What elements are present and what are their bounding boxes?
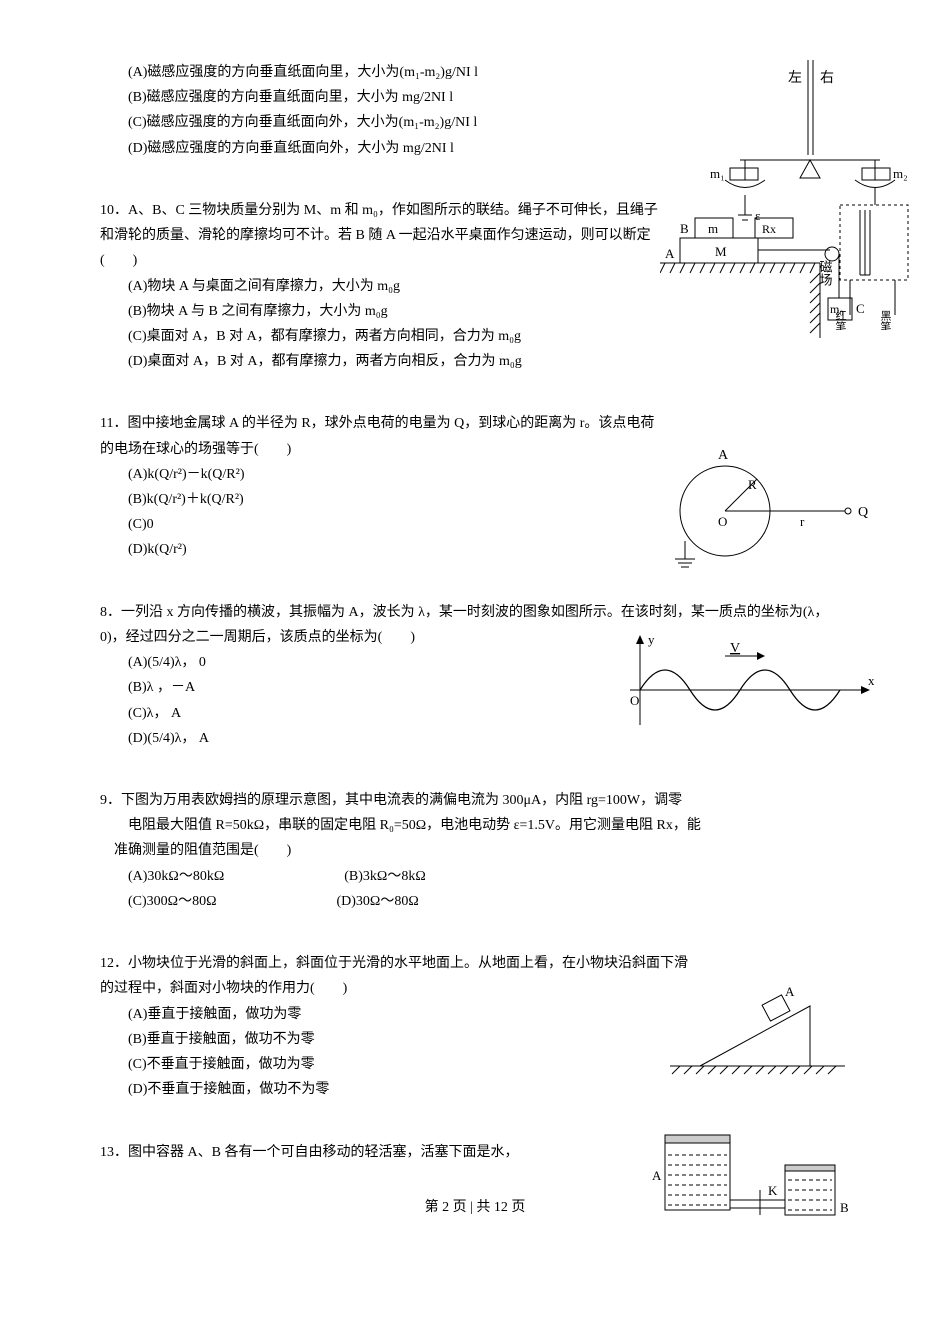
q12-opt-a: (A)垂直于接触面，做功为零 xyxy=(128,1002,301,1027)
label-right: 右 xyxy=(820,70,834,86)
q9-stem1: 9．下图为万用表欧姆挡的原理示意图，其中电流表的满偏电流为 300μA，内阻 r… xyxy=(100,788,850,813)
q9: 9．下图为万用表欧姆挡的原理示意图，其中电流表的满偏电流为 300μA，内阻 r… xyxy=(100,788,850,914)
q9-opt-b: (B)3kΩ～8kΩ xyxy=(344,864,425,889)
q9-stem2: 电阻最大阻值 R=50kΩ，串联的固定电阻 R₀=50Ω，电池电动势 ε=1.5… xyxy=(128,813,850,838)
svg-text:B: B xyxy=(840,1200,849,1215)
fig-q10: A M B m Rx m₀ C xyxy=(660,178,880,357)
svg-text:Rx: Rx xyxy=(762,222,776,236)
fig-q13: A K B xyxy=(650,1120,850,1229)
opt-a: (A)磁感应强度的方向垂直纸面向里，大小为(m₁-m₂)g/NI l xyxy=(128,60,620,85)
svg-text:A: A xyxy=(665,246,675,261)
svg-text:A: A xyxy=(785,984,795,999)
svg-text:x: x xyxy=(868,673,875,688)
svg-text:V: V xyxy=(730,641,740,656)
svg-text:A: A xyxy=(718,448,729,463)
opt-b: (B)磁感应强度的方向垂直纸面向里，大小为 mg/2NI l xyxy=(128,85,620,110)
q13-stem: 13．图中容器 A、B 各有一个可自由移动的轻活塞，活塞下面是水， xyxy=(100,1140,620,1165)
fig-q8: y x O V xyxy=(620,630,880,749)
fig-q12: A xyxy=(670,981,850,1090)
svg-text:r: r xyxy=(800,514,805,529)
q12-stem1: 12．小物块位于光滑的斜面上，斜面位于光滑的水平地面上。从地面上看，在小物块沿斜… xyxy=(100,951,850,976)
svg-text:m₂: m₂ xyxy=(893,166,908,181)
q10: A M B m Rx m₀ C 10．A、B、C 三物块质量分别为 M、m 和 … xyxy=(100,198,850,374)
svg-text:m₀: m₀ xyxy=(830,302,844,316)
fig-q11: A R O r Q xyxy=(670,441,880,590)
q9-opt-d: (D)30Ω～80Ω xyxy=(336,889,418,914)
svg-text:B: B xyxy=(680,221,689,236)
svg-text:O: O xyxy=(718,514,727,529)
q12-opt-c: (C)不垂直于接触面，做功为零 xyxy=(128,1052,315,1077)
q9-opt-c: (C)300Ω～80Ω xyxy=(128,889,216,914)
q11-stem: 11．图中接地金属球 A 的半径为 R，球外点电荷的电量为 Q，到球心的距离为 … xyxy=(100,411,660,461)
svg-text:O: O xyxy=(630,693,639,708)
opt-d: (D)磁感应强度的方向垂直纸面向外，大小为 mg/2NI l xyxy=(128,136,620,161)
svg-text:A: A xyxy=(652,1168,662,1183)
q9-stem3: 准确测量的阻值范围是( ) xyxy=(114,838,850,863)
svg-text:Q: Q xyxy=(858,505,868,520)
q9-opt-a: (A)30kΩ～80kΩ xyxy=(128,864,224,889)
svg-text:K: K xyxy=(768,1183,778,1198)
q12-opt-d: (D)不垂直于接触面，做功不为零 xyxy=(128,1077,329,1102)
q-top-options: (A)磁感应强度的方向垂直纸面向里，大小为(m₁-m₂)g/NI l (B)磁感… xyxy=(100,60,620,161)
svg-text:C: C xyxy=(856,301,865,316)
svg-text:y: y xyxy=(648,632,655,647)
label-left: 左 xyxy=(788,70,802,86)
opt-c: (C)磁感应强度的方向垂直纸面向外，大小为(m₁-m₂)g/NI l xyxy=(128,110,620,135)
q8: y x O V 8．一列沿 x 方向传播的横波，其振幅为 A，波长为 λ，某一时… xyxy=(100,600,850,751)
q13: A K B 13．图中容器 A、B 各有一个可自由移动的轻活塞，活塞下面是水， xyxy=(100,1140,850,1165)
svg-text:R: R xyxy=(748,477,757,492)
q12-opt-b: (B)垂直于接触面，做功不为零 xyxy=(128,1027,315,1052)
q11: A R O r Q 11．图中接地金属球 A 的半径为 R，球外点电荷的电量为 … xyxy=(100,411,850,562)
svg-text:m: m xyxy=(708,221,718,236)
q12: A 12．小物块位于光滑的斜面上，斜面位于光滑的水平地面上。从地面上看，在小物块… xyxy=(100,951,850,1102)
q10-stem: 10．A、B、C 三物块质量分别为 M、m 和 m₀，作如图所示的联结。绳子不可… xyxy=(100,198,660,274)
svg-text:M: M xyxy=(715,244,727,259)
svg-text:黑笔: 黑笔 xyxy=(879,310,892,330)
